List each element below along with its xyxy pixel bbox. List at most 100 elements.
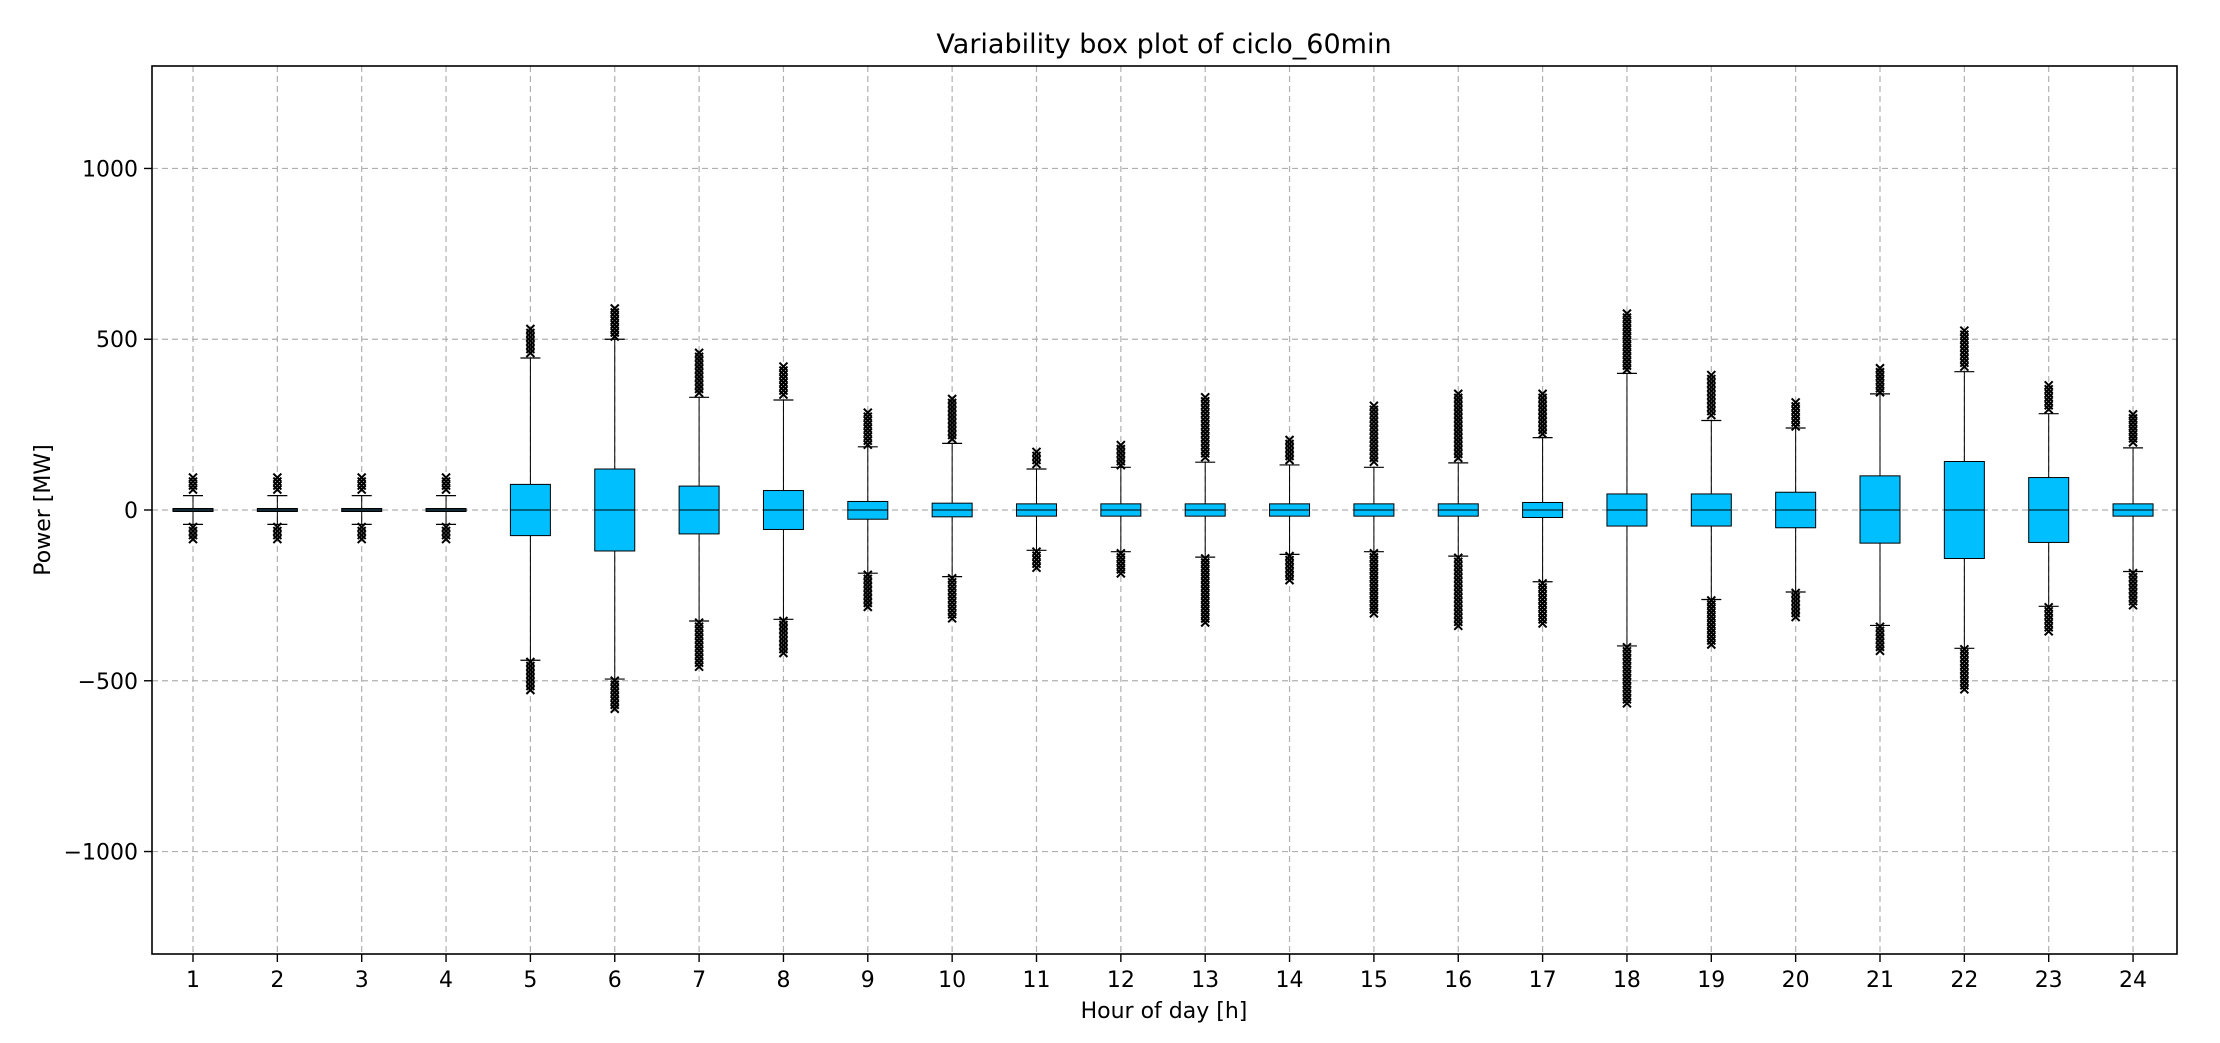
outlier-low [863, 602, 873, 612]
x-tick-label: 13 [1191, 968, 1219, 993]
x-axis: 1 2 3 4 5 6 7 8 9 10 11 12 13 14 15 16 17 18 19 20 21 22 23 24 [186, 954, 2147, 993]
outlier-low [1875, 646, 1885, 656]
outlier-low [356, 534, 367, 544]
box-hour-2 [256, 472, 298, 544]
x-tick-label: 23 [2035, 968, 2063, 993]
x-tick-label: 6 [608, 968, 622, 993]
x-tick-label: 24 [2119, 968, 2147, 993]
box-hour-18 [1606, 308, 1648, 709]
outlier-high [1706, 410, 1717, 420]
outlier-low [1284, 575, 1295, 585]
outlier-low [1200, 617, 1210, 628]
y-tick-label: 500 [96, 328, 138, 353]
outlier-high [1537, 429, 1548, 439]
box-hour-17 [1522, 389, 1564, 629]
x-tick-label: 9 [861, 968, 875, 993]
outlier-low [1622, 698, 1632, 709]
outlier-low [1369, 608, 1379, 619]
outlier-high [1284, 455, 1295, 465]
outlier-low [441, 534, 451, 544]
box-hour-14 [1269, 435, 1311, 585]
x-tick-label: 17 [1529, 968, 1557, 993]
outlier-low [1537, 618, 1548, 629]
x-tick-label: 12 [1107, 968, 1135, 993]
x-axis-label: Hour of day [h] [1081, 999, 1248, 1024]
outlier-low [525, 685, 536, 695]
box-hour-7 [678, 348, 720, 672]
outlier-high [778, 389, 789, 400]
outlier-low [1706, 639, 1717, 650]
outlier-high [2128, 437, 2138, 448]
box-hour-11 [1016, 447, 1057, 573]
x-tick-label: 4 [439, 968, 453, 993]
box-hour-9 [847, 407, 889, 612]
box-hour-5 [509, 324, 551, 695]
outlier-high [863, 439, 873, 450]
outlier-high [1116, 460, 1126, 470]
outlier-high [694, 388, 704, 398]
outlier-high [1875, 387, 1885, 397]
outlier-high [1200, 452, 1210, 462]
outlier-high [1369, 457, 1379, 467]
x-tick-label: 11 [1023, 968, 1051, 993]
outlier-low [694, 662, 704, 672]
outlier-low [778, 648, 789, 658]
box-hour-6 [594, 303, 636, 714]
box-hour-24 [2112, 409, 2154, 610]
y-tick-label: −500 [78, 670, 138, 695]
outlier-low [1790, 612, 1801, 622]
outlier-low [610, 704, 620, 714]
outlier-high [1959, 361, 1970, 372]
outlier-high [1453, 453, 1463, 463]
x-tick-label: 8 [776, 968, 790, 993]
outlier-low [188, 534, 198, 544]
box-hour-15 [1353, 401, 1395, 619]
boxes [172, 303, 2154, 714]
y-tick-label: 1000 [82, 157, 138, 182]
x-tick-label: 18 [1613, 968, 1641, 993]
outlier-high [1622, 364, 1632, 375]
x-tick-label: 19 [1697, 968, 1725, 993]
outlier-high [947, 434, 957, 444]
box-hour-8 [762, 361, 804, 658]
y-tick-label: 0 [124, 499, 138, 524]
outlier-high [610, 331, 620, 342]
outlier-high [188, 484, 198, 495]
x-tick-label: 20 [1782, 968, 1810, 993]
x-tick-label: 1 [186, 968, 200, 993]
box-hour-21 [1859, 363, 1901, 656]
box-hour-4 [425, 472, 467, 544]
outlier-high [2043, 404, 2054, 415]
box-hour-10 [931, 394, 973, 624]
outlier-high [1790, 421, 1801, 432]
box-hour-20 [1775, 397, 1817, 622]
outlier-low [1959, 684, 1970, 695]
x-tick-label: 14 [1276, 968, 1304, 993]
x-tick-label: 22 [1950, 968, 1978, 993]
outlier-low [2043, 626, 2054, 637]
outlier-high [356, 484, 367, 495]
outlier-low [2128, 600, 2138, 610]
x-tick-label: 21 [1866, 968, 1894, 993]
x-tick-label: 15 [1360, 968, 1388, 993]
box-hour-3 [341, 472, 383, 544]
x-tick-label: 3 [355, 968, 369, 993]
box-hour-22 [1943, 325, 1985, 695]
outlier-low [947, 613, 957, 624]
chart-title: Variability box plot of ciclo_60min [936, 29, 1391, 60]
box-hour-13 [1184, 392, 1226, 628]
outlier-low [272, 534, 283, 544]
box-hour-23 [2028, 380, 2070, 637]
outlier-high [272, 484, 283, 495]
iqr-box [1859, 475, 1901, 544]
outlier-high [1031, 459, 1042, 469]
y-axis-label: Power [MW] [31, 444, 56, 575]
outlier-high [441, 484, 451, 495]
x-tick-label: 10 [938, 968, 966, 993]
box-hour-12 [1100, 440, 1142, 579]
box-hour-16 [1437, 389, 1479, 631]
x-tick-label: 7 [692, 968, 706, 993]
outlier-high [525, 348, 536, 358]
outlier-low [1453, 621, 1463, 631]
